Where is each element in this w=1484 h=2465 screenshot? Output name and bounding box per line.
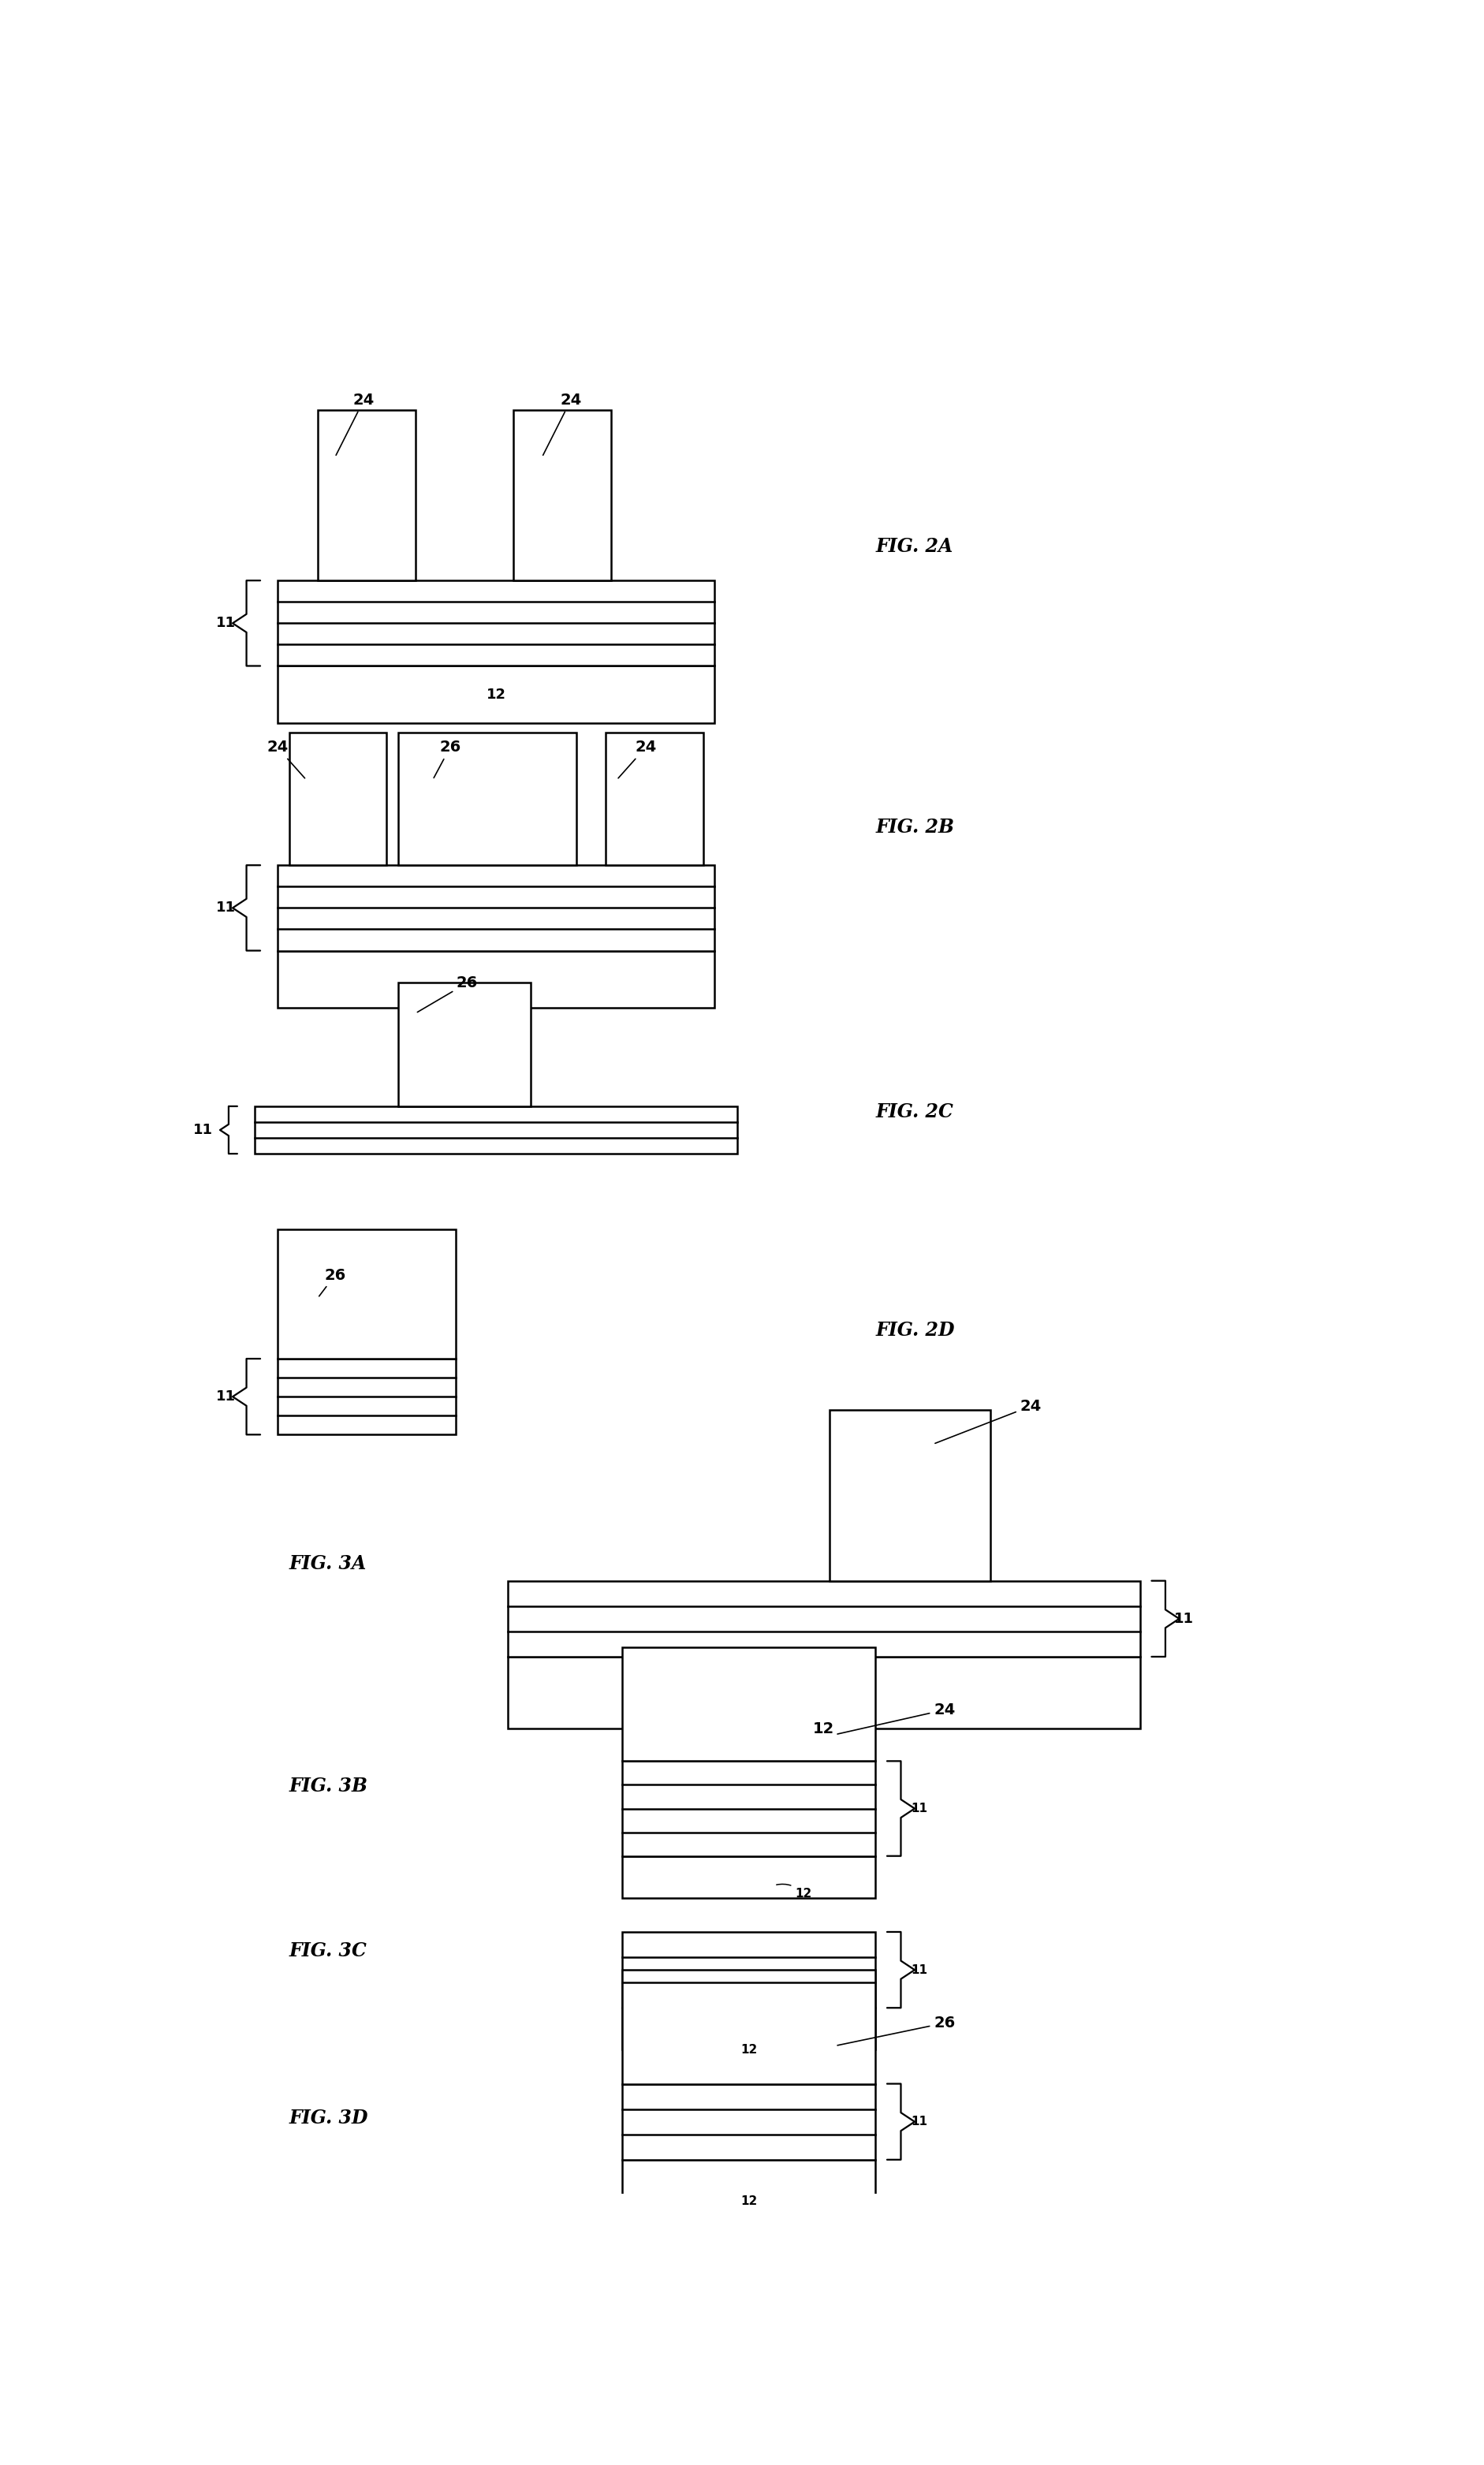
Text: 24: 24 <box>619 740 656 779</box>
Bar <box>278 666 715 722</box>
Bar <box>623 1647 876 1760</box>
Text: FIG. 3C: FIG. 3C <box>289 1942 367 1960</box>
Text: 12: 12 <box>776 1883 812 1901</box>
Bar <box>278 1358 456 1435</box>
Text: 12: 12 <box>741 2196 757 2206</box>
Bar <box>623 1760 876 1856</box>
Bar <box>278 1230 456 1358</box>
Bar <box>623 2159 876 2201</box>
Bar <box>623 1970 876 2083</box>
Bar <box>605 732 703 865</box>
Bar <box>278 865 715 951</box>
Bar <box>830 1410 991 1580</box>
Text: 24: 24 <box>935 1398 1042 1444</box>
Bar <box>278 1230 456 1358</box>
Bar <box>508 1656 1140 1728</box>
Bar <box>398 732 576 865</box>
Text: 24: 24 <box>335 392 374 456</box>
Bar <box>398 984 530 1107</box>
Text: 12: 12 <box>487 688 506 703</box>
Text: 26: 26 <box>319 1267 346 1297</box>
Text: 11: 11 <box>911 1965 928 1977</box>
Text: FIG. 3B: FIG. 3B <box>289 1777 368 1795</box>
Bar <box>513 409 611 579</box>
Text: FIG. 3D: FIG. 3D <box>289 2108 368 2127</box>
Bar <box>398 984 530 1107</box>
Text: 12: 12 <box>813 1721 834 1735</box>
Bar <box>623 1933 876 2009</box>
Text: 26: 26 <box>417 976 478 1013</box>
Text: FIG. 2B: FIG. 2B <box>876 818 954 836</box>
Bar <box>623 1647 876 1760</box>
Text: 11: 11 <box>911 1802 928 1814</box>
Text: FIG. 2D: FIG. 2D <box>876 1321 954 1338</box>
Bar <box>398 732 576 865</box>
Bar <box>830 1410 991 1580</box>
Text: 24: 24 <box>837 1703 956 1733</box>
Text: 11: 11 <box>215 900 236 915</box>
Bar <box>318 409 416 579</box>
Text: 11: 11 <box>215 616 236 631</box>
Text: 11: 11 <box>1174 1612 1193 1627</box>
Text: FIG. 2C: FIG. 2C <box>876 1102 953 1122</box>
Text: 12: 12 <box>741 2043 757 2056</box>
Bar <box>623 2009 876 2048</box>
Bar <box>278 579 715 666</box>
Text: 24: 24 <box>267 740 304 779</box>
Text: 26: 26 <box>433 740 460 779</box>
Text: 11: 11 <box>215 1390 236 1403</box>
Bar <box>278 951 715 1008</box>
Bar <box>623 1856 876 1898</box>
Bar <box>398 984 530 1107</box>
Text: 26: 26 <box>837 2016 956 2046</box>
Bar <box>623 1647 876 1760</box>
Bar <box>508 1580 1140 1656</box>
Text: FIG. 3A: FIG. 3A <box>289 1555 367 1573</box>
Bar <box>278 1230 456 1358</box>
Bar <box>289 732 387 865</box>
Bar <box>623 1970 876 2083</box>
Bar <box>830 1410 991 1580</box>
Text: FIG. 2A: FIG. 2A <box>876 537 953 555</box>
Text: 11: 11 <box>911 2115 928 2127</box>
Bar <box>398 732 576 865</box>
Text: 11: 11 <box>193 1124 212 1136</box>
Bar <box>623 2083 876 2159</box>
Bar <box>255 1107 738 1154</box>
Text: 24: 24 <box>543 392 582 456</box>
Bar <box>623 1970 876 2083</box>
